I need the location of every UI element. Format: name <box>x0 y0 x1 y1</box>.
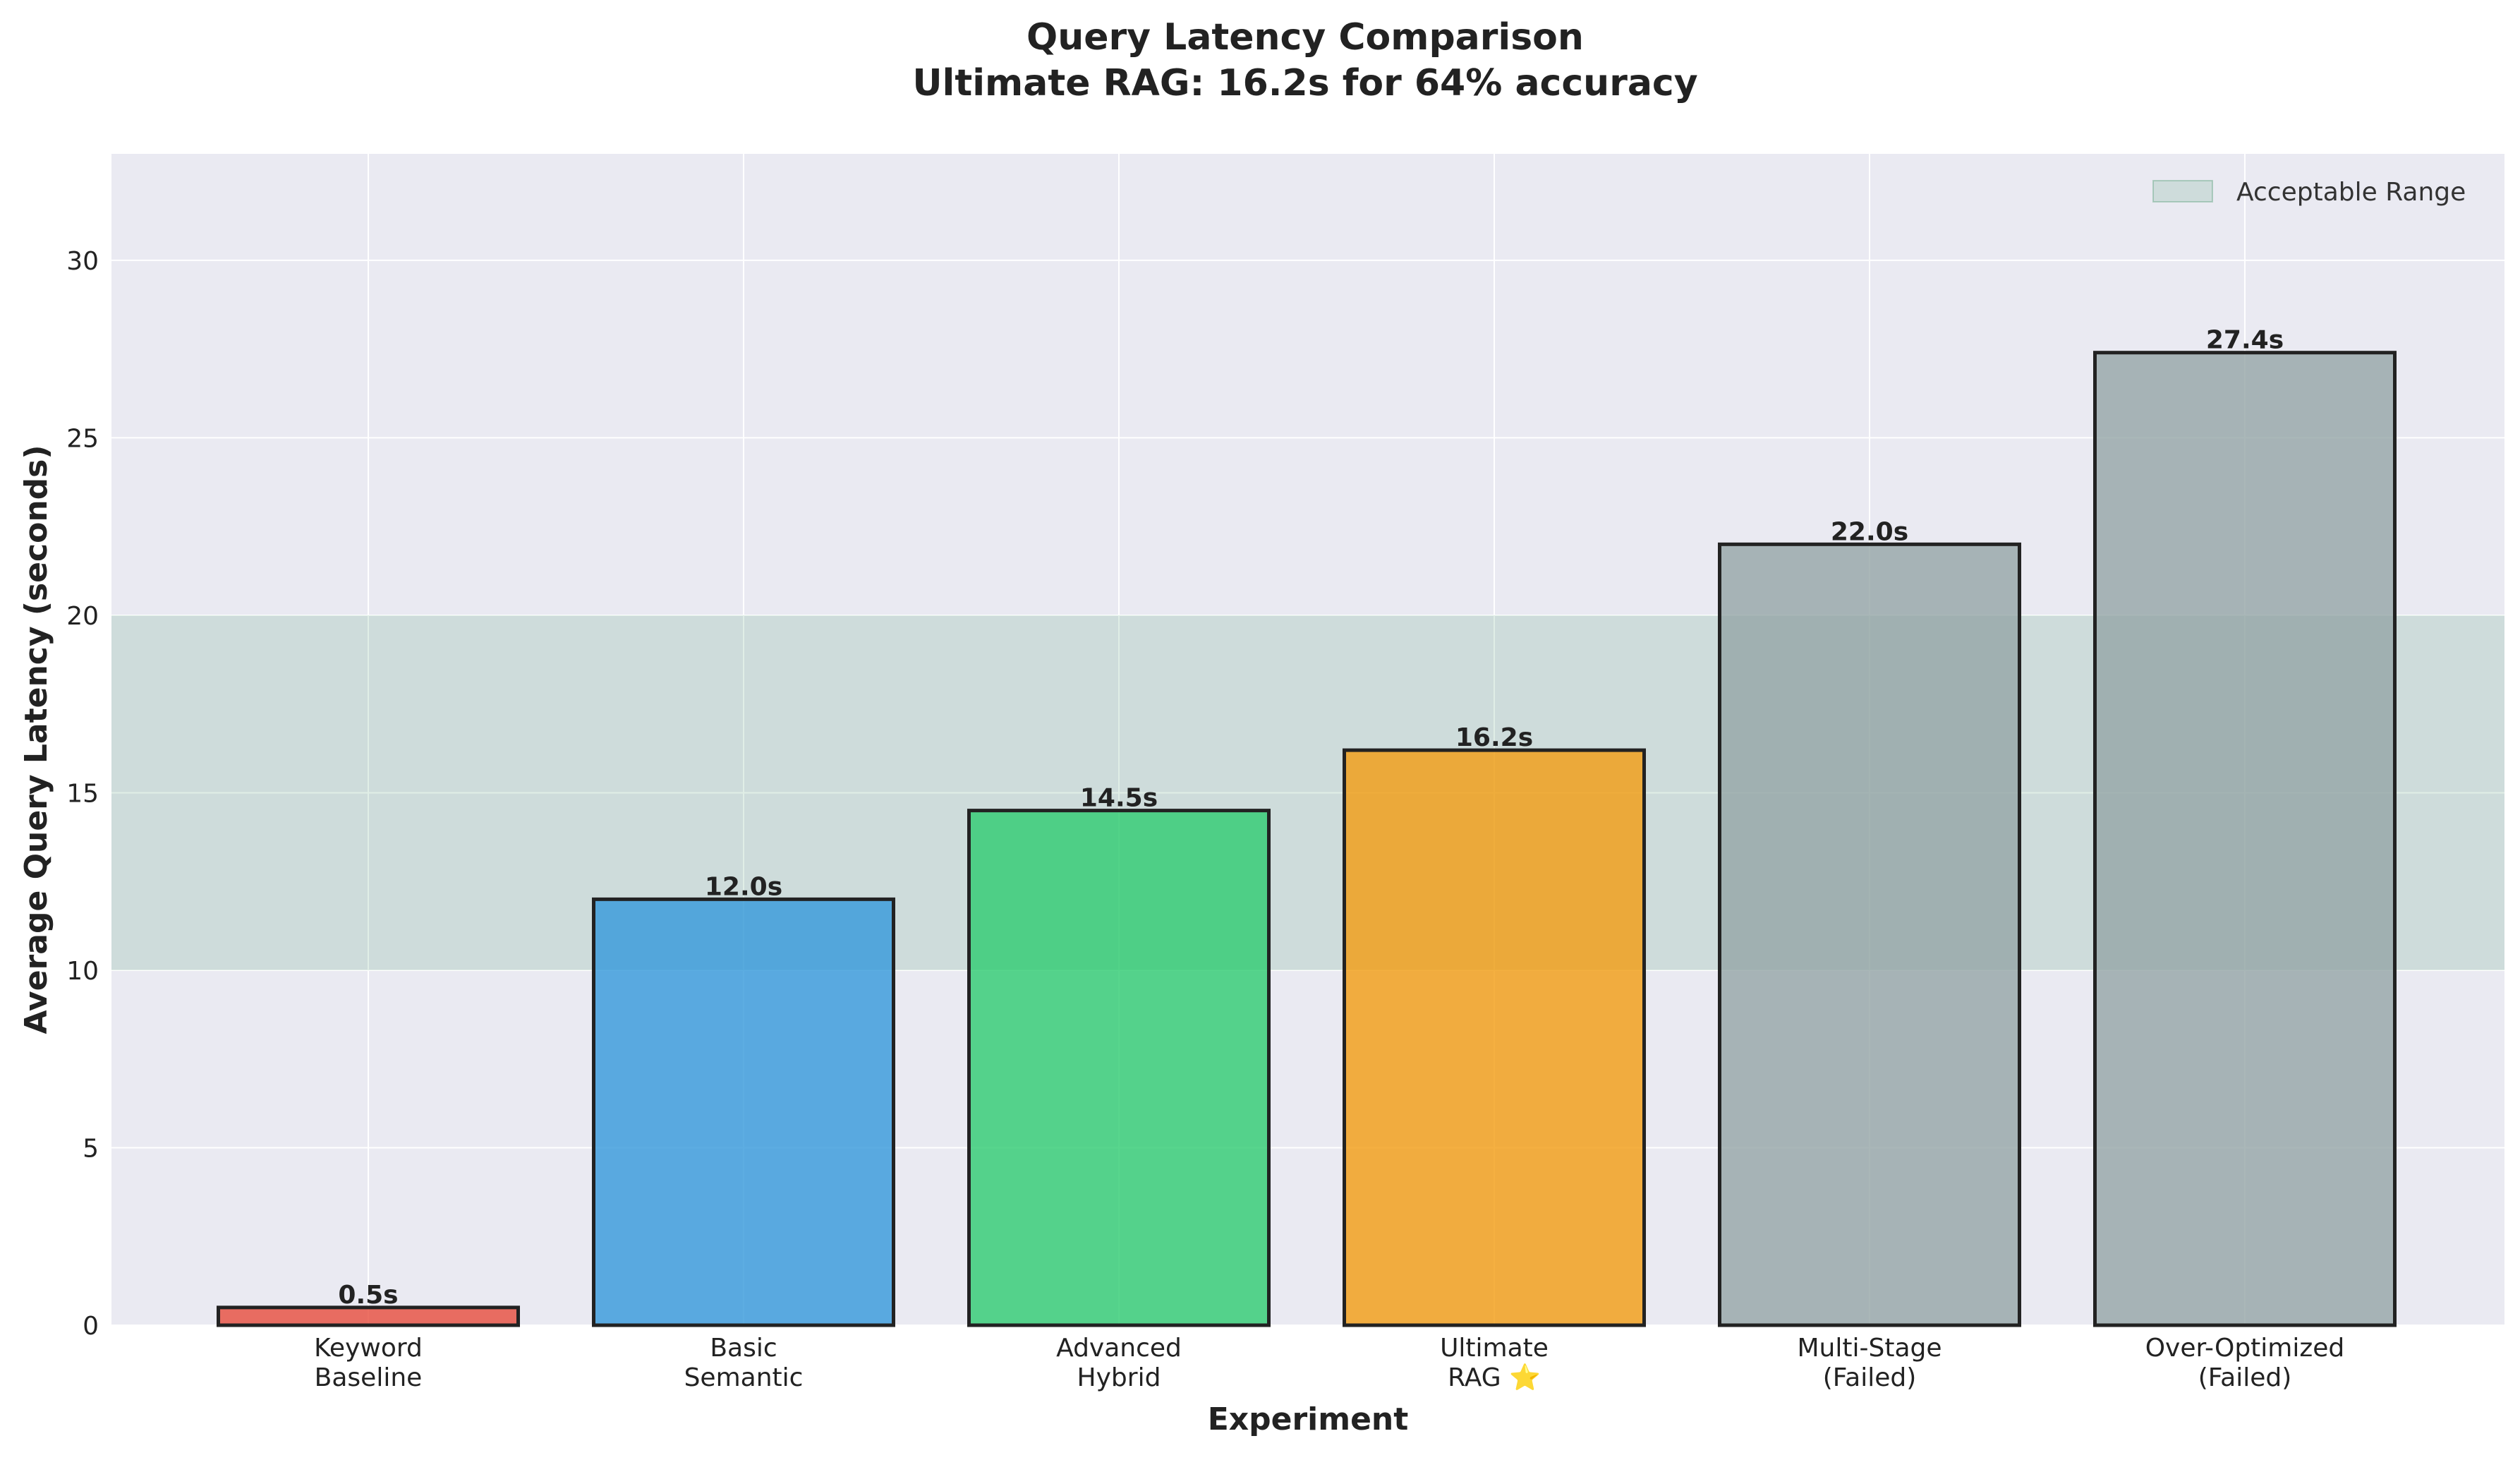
x-tick-label-4: Multi-Stage(Failed) <box>1797 1334 1942 1392</box>
legend: Acceptable Range <box>2152 178 2466 207</box>
chart-title: Query Latency Comparison <box>1026 16 1584 59</box>
legend-label: Acceptable Range <box>2236 178 2466 207</box>
y-tick-label-20: 20 <box>66 602 99 631</box>
bar-3 <box>1343 748 1646 1327</box>
bar-1 <box>592 897 895 1327</box>
y-tick-label-10: 10 <box>66 957 99 986</box>
x-tick-label-line: Hybrid <box>1077 1363 1161 1392</box>
x-tick-label-line: Multi-Stage <box>1797 1334 1942 1363</box>
y-tick-label-15: 15 <box>66 779 99 808</box>
x-tick-label-5: Over-Optimized(Failed) <box>2145 1334 2345 1392</box>
y-tick-label-0: 0 <box>83 1312 99 1341</box>
bar-4 <box>1718 542 2021 1327</box>
data-label-4: 22.0s <box>1831 517 1908 546</box>
bar-0 <box>217 1305 520 1327</box>
x-tick-label-line: Advanced <box>1056 1334 1182 1363</box>
bars <box>217 351 2397 1327</box>
x-tick-label-line: (Failed) <box>1823 1363 1917 1392</box>
data-label-0: 0.5s <box>338 1281 398 1310</box>
y-axis-ticks: 0 5 10 15 20 25 30 <box>66 247 99 1341</box>
y-tick-label-25: 25 <box>66 424 99 453</box>
chart-subtitle: Ultimate RAG: 16.2s for 64% accuracy <box>912 62 1697 104</box>
legend-swatch <box>2152 180 2213 203</box>
x-tick-label-line: Over-Optimized <box>2145 1334 2345 1363</box>
x-tick-label-line: Baseline <box>315 1363 423 1392</box>
x-axis-label: Experiment <box>1208 1401 1409 1437</box>
bar-5 <box>2093 351 2397 1327</box>
data-labels: 0.5s 12.0s 14.5s 16.2s 22.0s 27.4s <box>338 326 2284 1310</box>
y-tick-label-5: 5 <box>83 1134 99 1163</box>
data-label-3: 16.2s <box>1455 723 1533 752</box>
x-tick-label-line: Semantic <box>684 1363 804 1392</box>
y-tick-label-30: 30 <box>66 247 99 276</box>
x-tick-label-line: Ultimate <box>1440 1334 1549 1363</box>
x-tick-label-line: Keyword <box>314 1334 423 1363</box>
data-label-1: 12.0s <box>705 872 782 901</box>
data-label-2: 14.5s <box>1080 784 1158 813</box>
x-tick-label-line: RAG ⭐ <box>1448 1363 1541 1392</box>
y-axis-label: Average Query Latency (seconds) <box>18 445 54 1034</box>
bar-2 <box>967 809 1271 1327</box>
x-tick-label-line: Basic <box>710 1334 777 1363</box>
x-tick-label-line: (Failed) <box>2198 1363 2292 1392</box>
data-label-5: 27.4s <box>2206 326 2284 355</box>
